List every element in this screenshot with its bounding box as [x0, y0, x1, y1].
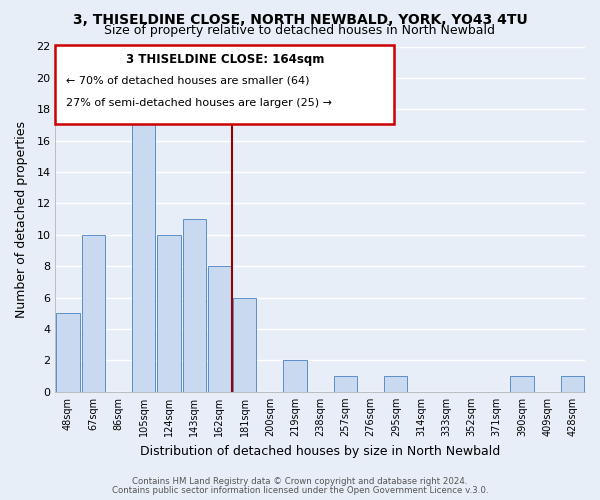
Bar [157, 235, 181, 392]
Text: 3, THISELDINE CLOSE, NORTH NEWBALD, YORK, YO43 4TU: 3, THISELDINE CLOSE, NORTH NEWBALD, YORK… [73, 12, 527, 26]
Text: ← 70% of detached houses are smaller (64): ← 70% of detached houses are smaller (64… [66, 76, 310, 86]
FancyBboxPatch shape [55, 45, 394, 124]
Text: 27% of semi-detached houses are larger (25) →: 27% of semi-detached houses are larger (… [66, 98, 332, 108]
Text: Size of property relative to detached houses in North Newbald: Size of property relative to detached ho… [104, 24, 496, 37]
Text: Contains public sector information licensed under the Open Government Licence v.: Contains public sector information licen… [112, 486, 488, 495]
Text: 3 THISELDINE CLOSE: 164sqm: 3 THISELDINE CLOSE: 164sqm [126, 54, 324, 66]
Y-axis label: Number of detached properties: Number of detached properties [15, 120, 28, 318]
Bar [511, 376, 533, 392]
Bar [208, 266, 231, 392]
Text: Contains HM Land Registry data © Crown copyright and database right 2024.: Contains HM Land Registry data © Crown c… [132, 477, 468, 486]
Bar [233, 298, 256, 392]
Bar [334, 376, 357, 392]
Bar [182, 219, 206, 392]
Bar [82, 235, 105, 392]
Bar [561, 376, 584, 392]
Bar [384, 376, 407, 392]
X-axis label: Distribution of detached houses by size in North Newbald: Distribution of detached houses by size … [140, 444, 500, 458]
Bar [132, 110, 155, 392]
Bar [283, 360, 307, 392]
Bar [56, 314, 80, 392]
